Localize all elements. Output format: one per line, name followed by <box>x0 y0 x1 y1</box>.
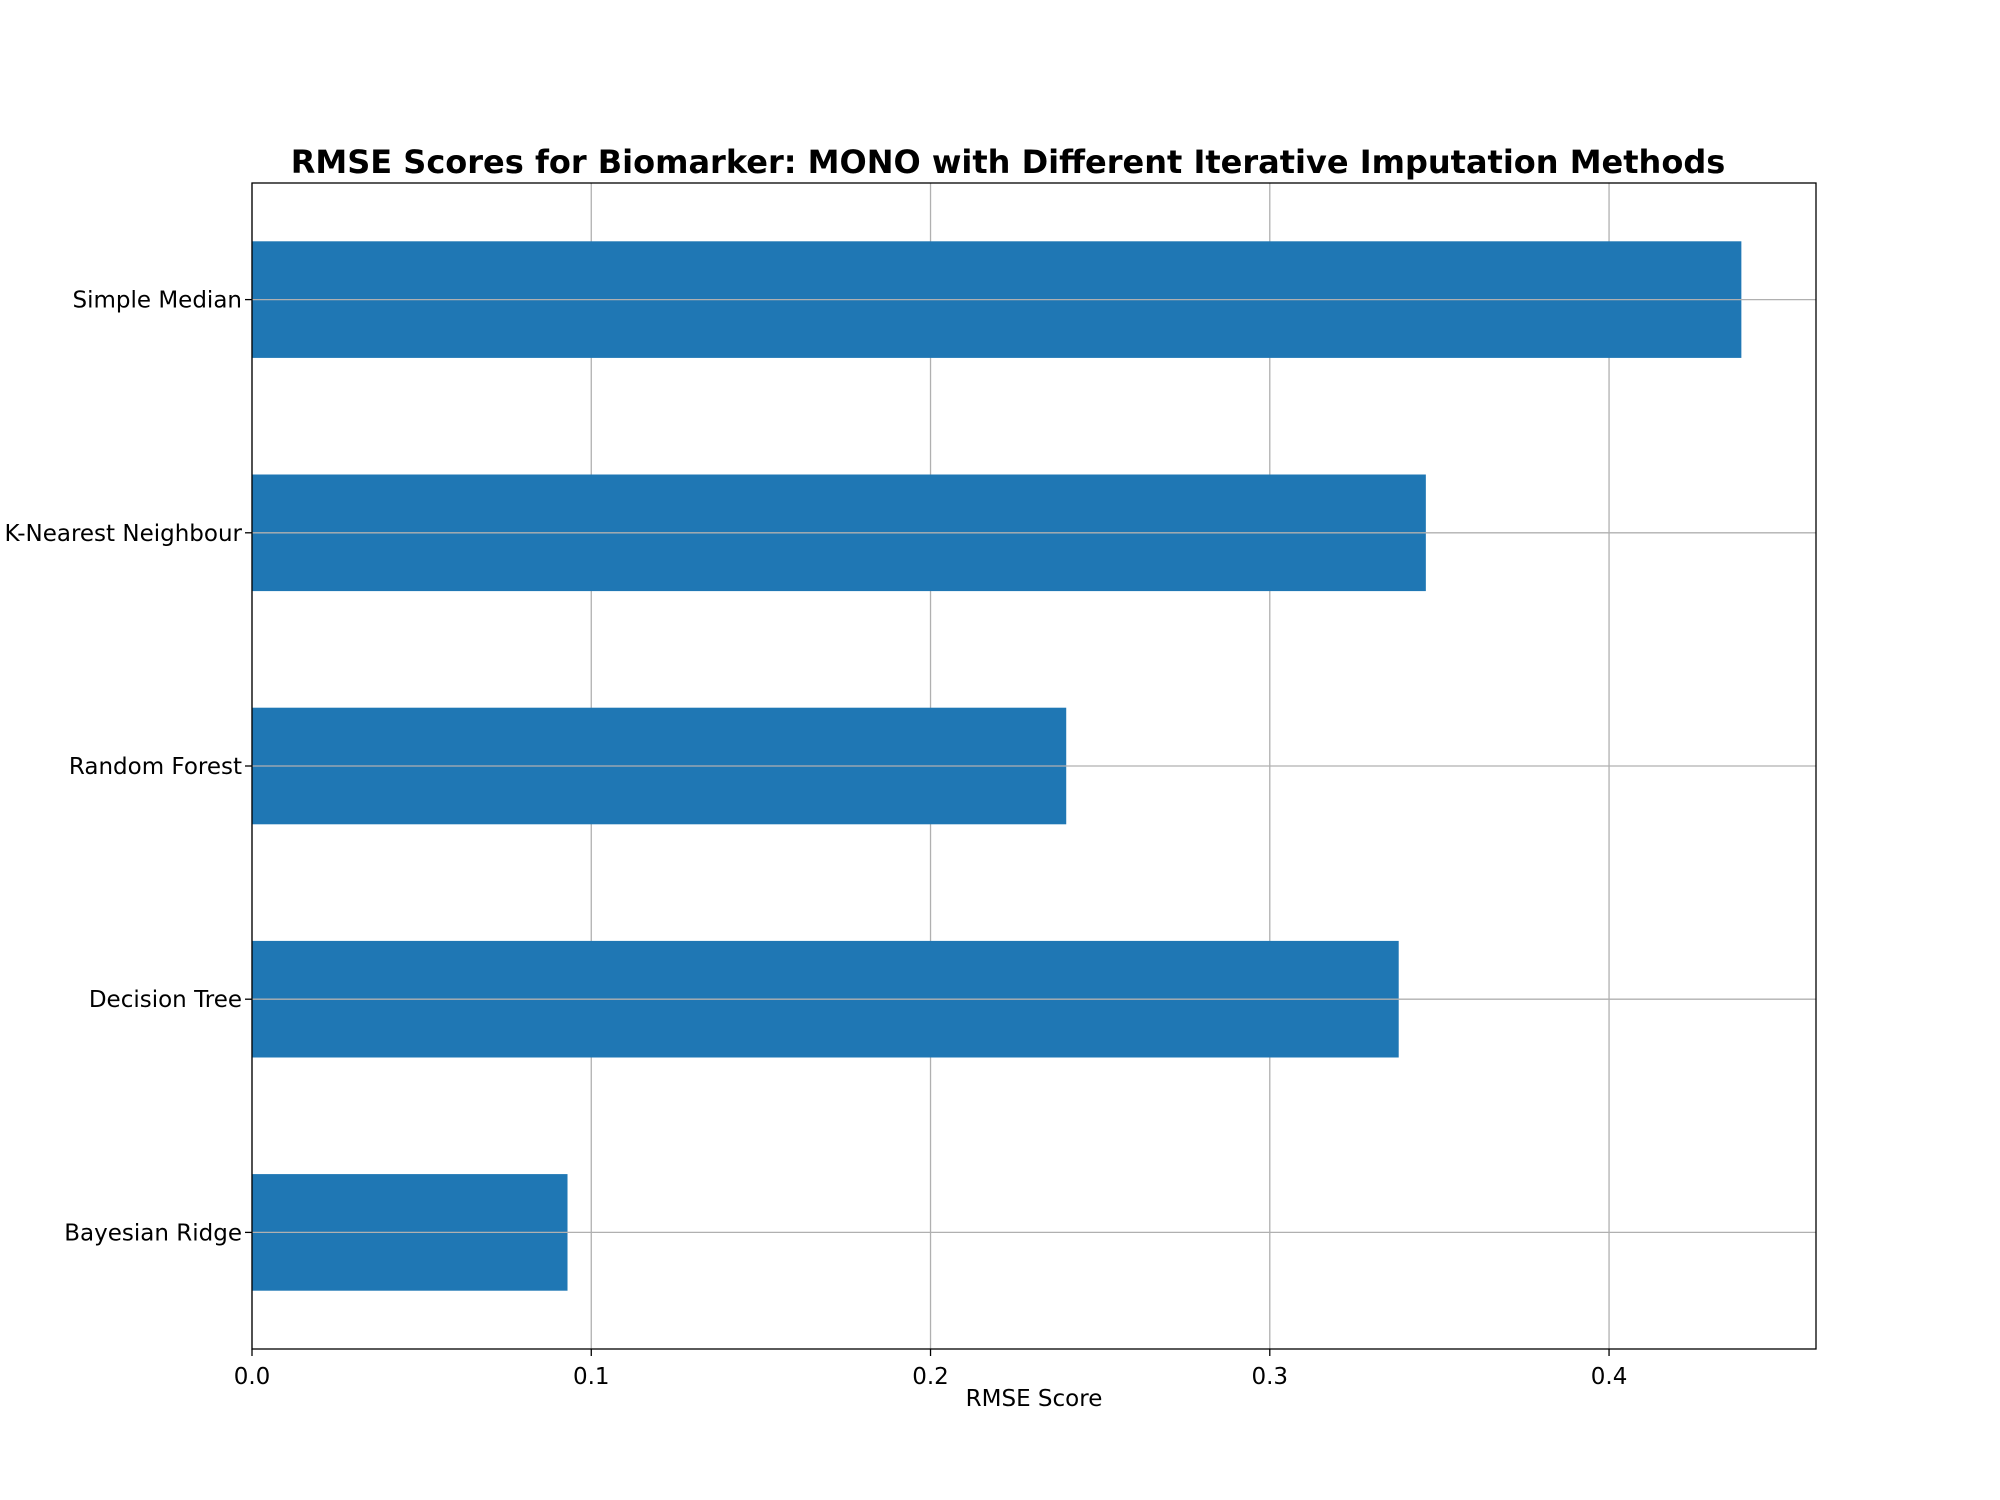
y-tick-label: Simple Median <box>72 288 242 314</box>
x-tick-label: 0.1 <box>573 1364 610 1390</box>
y-tick-label: K-Nearest Neighbour <box>5 521 243 547</box>
chart-title: RMSE Scores for Biomarker: MONO with Dif… <box>291 143 1726 181</box>
y-tick-label: Bayesian Ridge <box>64 1220 242 1246</box>
x-tick-label: 0.4 <box>1591 1364 1628 1390</box>
x-tick-label: 0.0 <box>234 1364 271 1390</box>
x-axis-ticks: 0.0 0.1 0.2 0.3 0.4 <box>234 1349 1628 1390</box>
y-tick-label: Random Forest <box>69 754 242 780</box>
y-tick-label: Decision Tree <box>89 987 242 1013</box>
y-axis-ticks: Simple Median K-Nearest Neighbour Random F… <box>5 288 252 1246</box>
x-axis-label: RMSE Score <box>966 1386 1103 1412</box>
y-grid-lines <box>252 298 1816 1234</box>
x-tick-label: 0.3 <box>1251 1364 1288 1390</box>
x-tick-label: 0.2 <box>912 1364 949 1390</box>
